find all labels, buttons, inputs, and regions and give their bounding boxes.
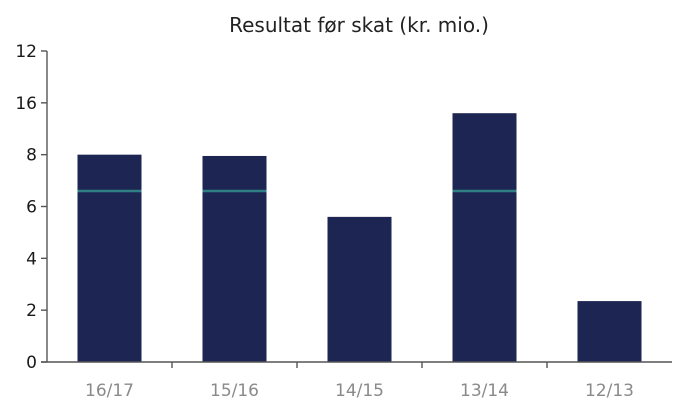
x-tick-label: 14/15	[335, 381, 384, 401]
bar-16-17	[77, 154, 142, 362]
chart-title: Resultat før skat (kr. mio.)	[229, 13, 489, 37]
y-tick-label: 6	[26, 198, 37, 218]
y-tick-label: 16	[15, 94, 37, 114]
x-tick-label: 15/16	[210, 381, 259, 401]
bar-series	[77, 113, 642, 362]
y-tick-label: 0	[26, 353, 37, 373]
x-tick-label: 13/14	[460, 381, 509, 401]
y-tick-label: 2	[26, 301, 37, 321]
y-axis: 0 2 4 6 8 16 12	[15, 42, 48, 373]
bar-15-16	[202, 155, 267, 362]
x-tick-label: 16/17	[85, 381, 134, 401]
x-axis: 16/17 15/16 14/15 13/14 12/13	[41, 361, 672, 401]
bar-14-15	[327, 216, 392, 362]
x-tick-label: 12/13	[585, 381, 634, 401]
y-tick-label: 8	[26, 146, 37, 166]
bar-12-13	[577, 301, 642, 362]
y-tick-label: 12	[15, 42, 37, 62]
y-tick-label: 4	[26, 249, 37, 269]
bar-13-14	[452, 113, 517, 362]
